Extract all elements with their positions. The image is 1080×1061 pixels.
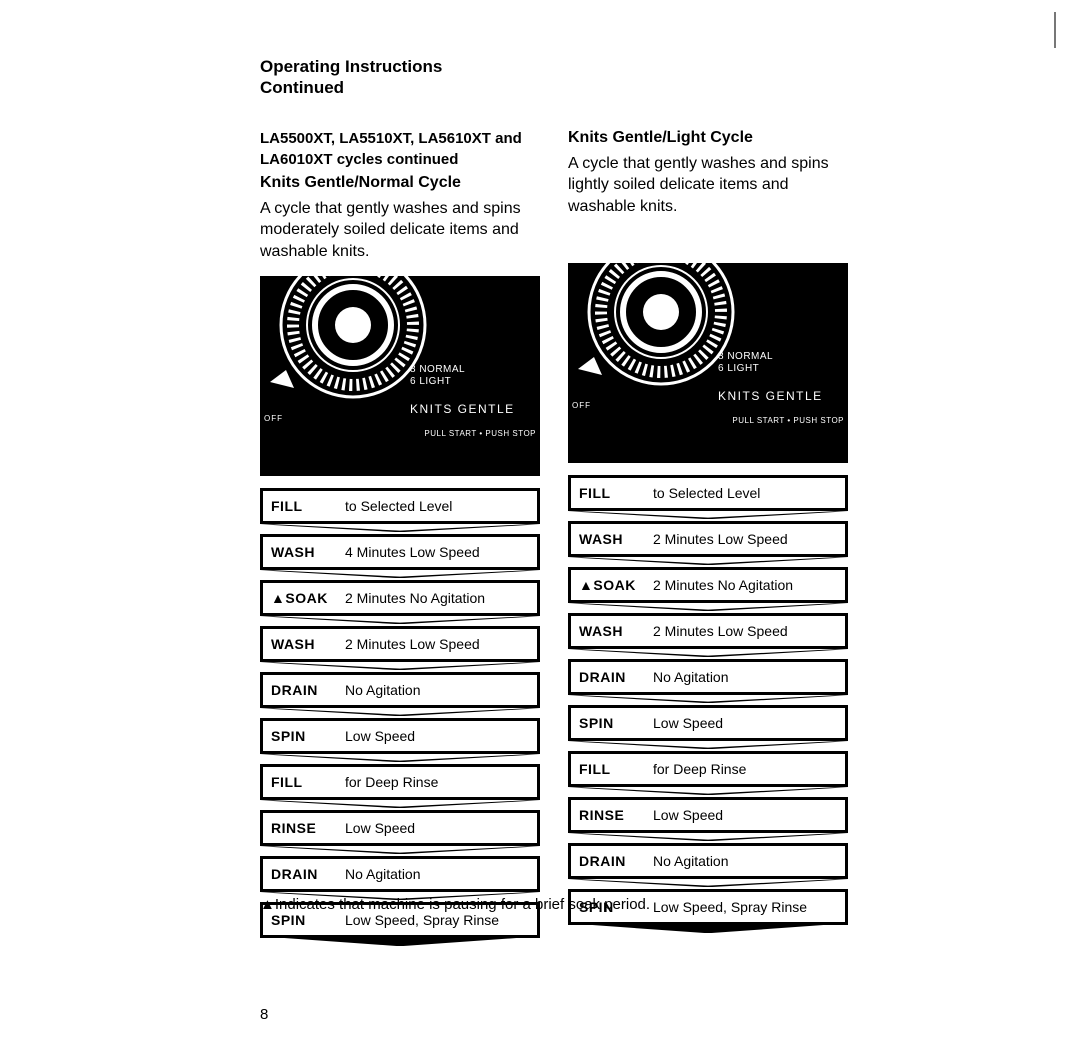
- dial-off: OFF: [572, 401, 591, 410]
- step-value: 4 Minutes Low Speed: [345, 544, 480, 560]
- step-value: Low Speed, Spray Rinse: [653, 899, 807, 915]
- footnote: ▲Indicates that machine is pausing for a…: [260, 896, 650, 913]
- soak-triangle-icon: ▲: [579, 577, 593, 593]
- step-soak: ▲SOAK2 Minutes No Agitation: [568, 567, 848, 603]
- dial-off: OFF: [264, 414, 283, 423]
- page-header: Operating Instructions Continued: [260, 56, 1080, 99]
- step-value: 2 Minutes No Agitation: [653, 577, 793, 593]
- step-label: WASH: [579, 531, 653, 547]
- dial-mode: KNITS GENTLE: [410, 402, 515, 416]
- step-label: WASH: [271, 544, 345, 560]
- left-steps: FILLto Selected Level WASH4 Minutes Low …: [260, 488, 540, 938]
- header-line-2: Continued: [260, 77, 1080, 98]
- step-label: RINSE: [271, 820, 345, 836]
- step-value: No Agitation: [653, 669, 729, 685]
- header-line-1: Operating Instructions: [260, 56, 1080, 77]
- step-drain: DRAINNo Agitation: [568, 659, 848, 695]
- step-label: DRAIN: [579, 669, 653, 685]
- step-label: FILL: [271, 774, 345, 790]
- step-label: SPIN: [579, 715, 653, 731]
- step-value: No Agitation: [345, 682, 421, 698]
- step-value: to Selected Level: [653, 485, 760, 501]
- models-line-1: LA5500XT, LA5510XT, LA5610XT and: [260, 129, 540, 149]
- models-line-2: LA6010XT cycles continued: [260, 150, 540, 170]
- step-fill: FILLfor Deep Rinse: [260, 764, 540, 800]
- step-value: No Agitation: [345, 866, 421, 882]
- dial-settings: 8 NORMAL 6 LIGHT: [410, 364, 465, 388]
- step-wash: WASH2 Minutes Low Speed: [260, 626, 540, 662]
- step-value: Low Speed: [345, 820, 415, 836]
- step-drain: DRAINNo Agitation: [260, 672, 540, 708]
- step-value: Low Speed: [653, 715, 723, 731]
- step-spin: SPINLow Speed: [568, 705, 848, 741]
- dial-8-normal: 8 NORMAL: [718, 351, 773, 363]
- dial-instruction: PULL START • PUSH STOP: [732, 416, 844, 425]
- step-value: 2 Minutes No Agitation: [345, 590, 485, 606]
- step-rinse: RINSELow Speed: [568, 797, 848, 833]
- dial-settings: 8 NORMAL 6 LIGHT: [718, 351, 773, 375]
- columns: LA5500XT, LA5510XT, LA5610XT and LA6010X…: [260, 129, 1080, 949]
- step-value: No Agitation: [653, 853, 729, 869]
- step-label: FILL: [271, 498, 345, 514]
- step-label: FILL: [579, 761, 653, 777]
- left-cycle-title: Knits Gentle/Normal Cycle: [260, 174, 540, 192]
- step-value: 2 Minutes Low Speed: [653, 531, 788, 547]
- dial-icon: [268, 276, 438, 410]
- step-value: for Deep Rinse: [653, 761, 746, 777]
- right-column: Knits Gentle/Light Cycle A cycle that ge…: [568, 129, 848, 949]
- step-value: Low Speed: [653, 807, 723, 823]
- soak-triangle-icon: ▲: [271, 590, 285, 606]
- page: Operating Instructions Continued LA5500X…: [0, 0, 1080, 1061]
- left-dial-panel: 8 NORMAL 6 LIGHT KNITS GENTLE OFF PULL S…: [260, 276, 540, 476]
- dial-6-light: 6 LIGHT: [410, 376, 465, 388]
- dial-8-normal: 8 NORMAL: [410, 364, 465, 376]
- step-label: DRAIN: [579, 853, 653, 869]
- step-label: WASH: [579, 623, 653, 639]
- left-column: LA5500XT, LA5510XT, LA5610XT and LA6010X…: [260, 129, 540, 949]
- step-value: for Deep Rinse: [345, 774, 438, 790]
- step-label: WASH: [271, 636, 345, 652]
- step-label: DRAIN: [271, 866, 345, 882]
- step-label: RINSE: [579, 807, 653, 823]
- scan-mark: [1054, 12, 1056, 48]
- dial-instruction: PULL START • PUSH STOP: [424, 429, 536, 438]
- step-value: Low Speed, Spray Rinse: [345, 912, 499, 928]
- step-label: SPIN: [271, 728, 345, 744]
- right-cycle-title: Knits Gentle/Light Cycle: [568, 129, 848, 147]
- step-label: FILL: [579, 485, 653, 501]
- step-value: 2 Minutes Low Speed: [345, 636, 480, 652]
- step-label: ▲SOAK: [579, 577, 653, 593]
- dial-mode: KNITS GENTLE: [718, 389, 823, 403]
- step-soak: ▲SOAK2 Minutes No Agitation: [260, 580, 540, 616]
- step-value: Low Speed: [345, 728, 415, 744]
- dial-icon: [576, 263, 746, 397]
- step-drain: DRAINNo Agitation: [260, 856, 540, 892]
- step-fill: FILLto Selected Level: [260, 488, 540, 524]
- step-fill: FILLto Selected Level: [568, 475, 848, 511]
- right-steps: FILLto Selected Level WASH2 Minutes Low …: [568, 475, 848, 925]
- step-spin: SPINLow Speed: [260, 718, 540, 754]
- step-label: DRAIN: [271, 682, 345, 698]
- right-dial-panel: 8 NORMAL 6 LIGHT KNITS GENTLE OFF PULL S…: [568, 263, 848, 463]
- step-fill: FILLfor Deep Rinse: [568, 751, 848, 787]
- step-drain: DRAINNo Agitation: [568, 843, 848, 879]
- step-value: to Selected Level: [345, 498, 452, 514]
- dial-6-light: 6 LIGHT: [718, 363, 773, 375]
- page-number: 8: [260, 1006, 268, 1023]
- step-value: 2 Minutes Low Speed: [653, 623, 788, 639]
- step-wash: WASH4 Minutes Low Speed: [260, 534, 540, 570]
- step-rinse: RINSELow Speed: [260, 810, 540, 846]
- right-desc: A cycle that gently washes and spins lig…: [568, 153, 848, 218]
- step-label: ▲SOAK: [271, 590, 345, 606]
- left-desc: A cycle that gently washes and spins mod…: [260, 198, 540, 263]
- step-label: SPIN: [271, 912, 345, 928]
- step-wash: WASH2 Minutes Low Speed: [568, 521, 848, 557]
- step-wash: WASH2 Minutes Low Speed: [568, 613, 848, 649]
